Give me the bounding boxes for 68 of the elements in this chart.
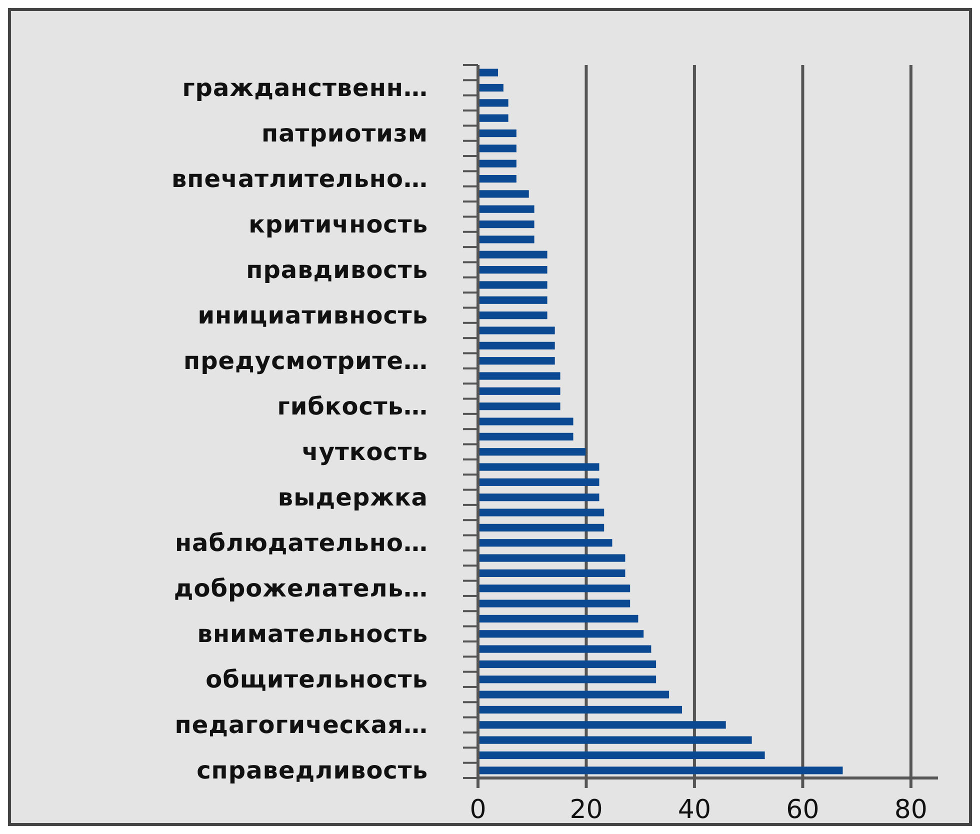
bar — [478, 205, 534, 213]
y-tick-label: правдивость — [246, 256, 428, 284]
x-tick-label: 80 — [894, 795, 928, 825]
x-tick-label: 20 — [570, 795, 603, 825]
x-tick-label: 40 — [678, 795, 712, 825]
y-tick-label: педагогическая… — [174, 710, 428, 739]
bar — [478, 660, 656, 668]
bar — [478, 645, 652, 653]
bar — [478, 372, 560, 380]
y-tick-label: наблюдательно… — [174, 528, 428, 557]
bar — [478, 630, 644, 638]
bar — [478, 402, 560, 410]
bar — [478, 494, 600, 502]
bar — [478, 68, 498, 76]
y-tick-label: инициативность — [198, 301, 428, 330]
y-tick-label: впечатлительно… — [171, 164, 428, 193]
bar — [478, 236, 534, 244]
bar — [478, 614, 638, 623]
bar — [478, 174, 516, 183]
bar — [478, 448, 586, 456]
bar — [478, 220, 534, 228]
y-tick-label: общительность — [206, 665, 428, 694]
bar — [478, 387, 560, 395]
bar — [478, 766, 843, 774]
bar — [478, 342, 555, 350]
bar — [478, 690, 670, 698]
y-tick-label: внимательность — [197, 620, 428, 648]
y-tick-label: патриотизм — [262, 119, 428, 148]
bar — [478, 418, 574, 426]
bar — [478, 144, 516, 152]
bar — [478, 736, 752, 744]
bar — [478, 432, 574, 440]
bar — [478, 250, 548, 258]
bar — [478, 721, 726, 729]
y-tick-label: критичность — [248, 210, 428, 238]
bar — [478, 296, 548, 304]
bar — [478, 281, 548, 289]
bar — [478, 706, 682, 714]
bar — [478, 84, 504, 92]
bar — [478, 326, 555, 334]
x-tick-label: 0 — [470, 795, 486, 825]
y-tick-label: предусмотрите… — [184, 346, 428, 375]
bar — [478, 266, 548, 274]
bar — [478, 751, 765, 760]
bar — [478, 569, 626, 577]
y-tick-label: гибкость… — [277, 392, 428, 420]
y-tick-label: гражданственн… — [182, 74, 428, 102]
bar — [478, 554, 626, 562]
bar — [478, 160, 516, 168]
bar — [478, 114, 508, 122]
bar — [478, 357, 555, 365]
bar — [478, 584, 630, 592]
bar — [478, 508, 604, 516]
bar — [478, 524, 604, 532]
bar — [478, 99, 508, 107]
y-tick-label: доброжелатель… — [174, 574, 428, 602]
bar — [478, 478, 600, 486]
y-tick-label: выдержка — [278, 483, 428, 512]
bar — [478, 676, 656, 684]
bar — [478, 539, 612, 547]
bar — [478, 463, 600, 471]
bar — [478, 600, 630, 608]
bar — [478, 129, 516, 138]
y-tick-label: справедливость — [196, 756, 428, 784]
y-tick-label: чуткость — [302, 438, 428, 466]
bar — [478, 312, 548, 320]
bar — [478, 190, 529, 198]
x-tick-label: 60 — [786, 795, 820, 825]
